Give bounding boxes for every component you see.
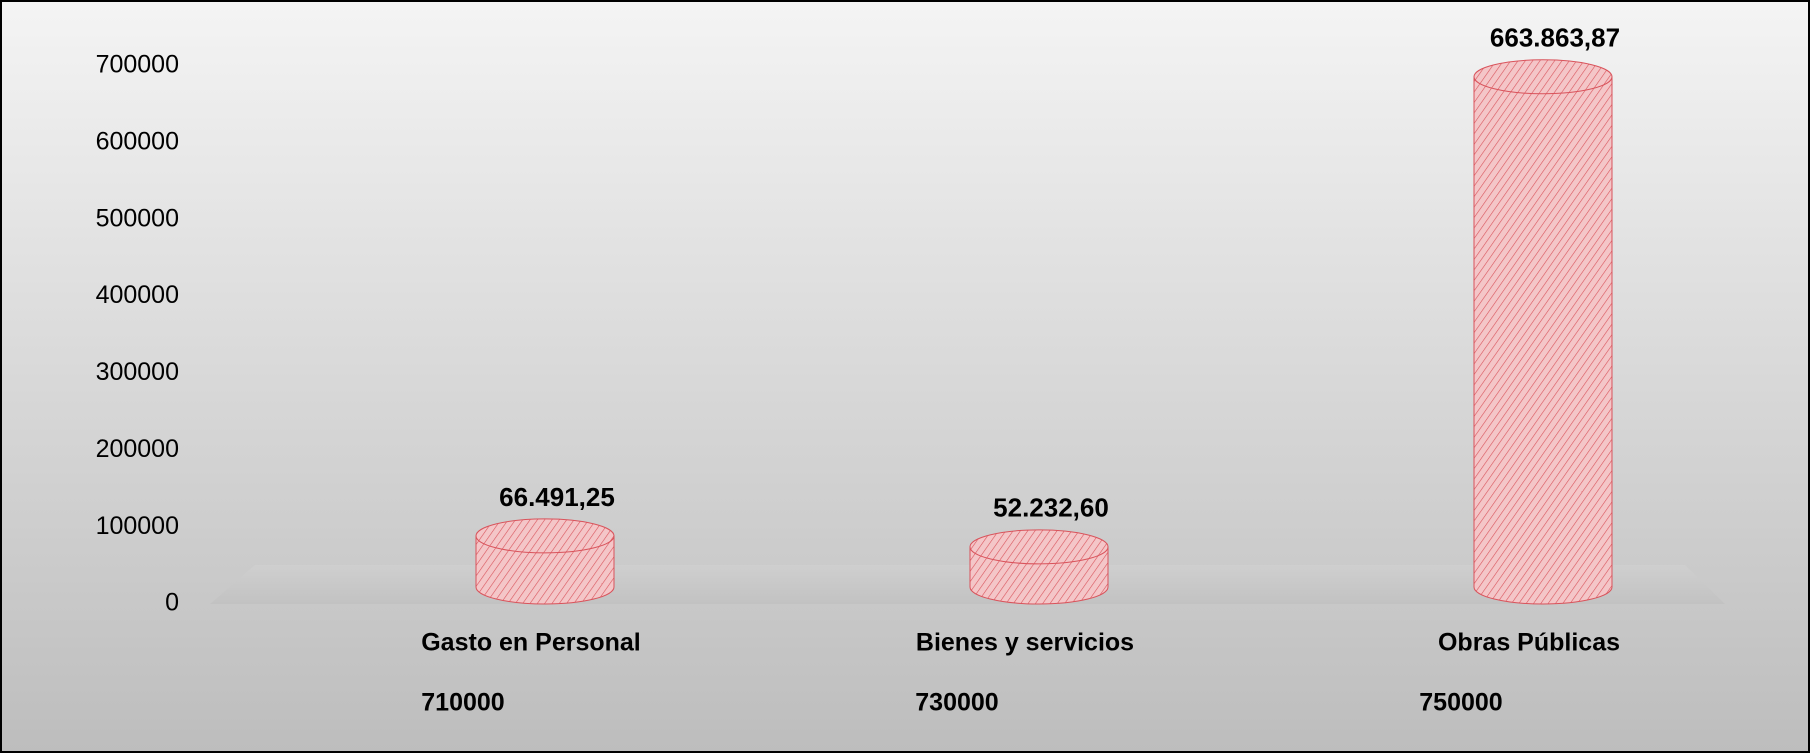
cylinder-top — [1473, 59, 1613, 95]
data-label: 52.232,60 — [993, 493, 1109, 523]
x-tick-code: 730000 — [915, 689, 998, 717]
x-tick-code: 750000 — [1419, 689, 1502, 717]
y-tick-label: 300000 — [96, 358, 179, 386]
y-tick-label: 200000 — [96, 435, 179, 463]
x-tick-code: 710000 — [421, 689, 504, 717]
cylinder-top — [475, 518, 615, 554]
data-label: 663.863,87 — [1490, 23, 1620, 53]
cylinder-top — [969, 529, 1109, 565]
y-tick-label: 100000 — [96, 512, 179, 540]
y-tick-label: 0 — [165, 589, 179, 617]
x-tick-label: Bienes y servicios — [916, 629, 1134, 657]
cylinder-body — [1473, 76, 1613, 605]
cylinder-body — [475, 535, 615, 605]
x-tick-label: Gasto en Personal — [421, 629, 641, 657]
y-tick-label: 500000 — [96, 204, 179, 232]
x-tick-label: Obras Públicas — [1438, 629, 1620, 657]
y-tick-label: 700000 — [96, 51, 179, 79]
data-label: 66.491,25 — [499, 482, 615, 512]
y-tick-label: 600000 — [96, 127, 179, 155]
y-tick-label: 400000 — [96, 281, 179, 309]
